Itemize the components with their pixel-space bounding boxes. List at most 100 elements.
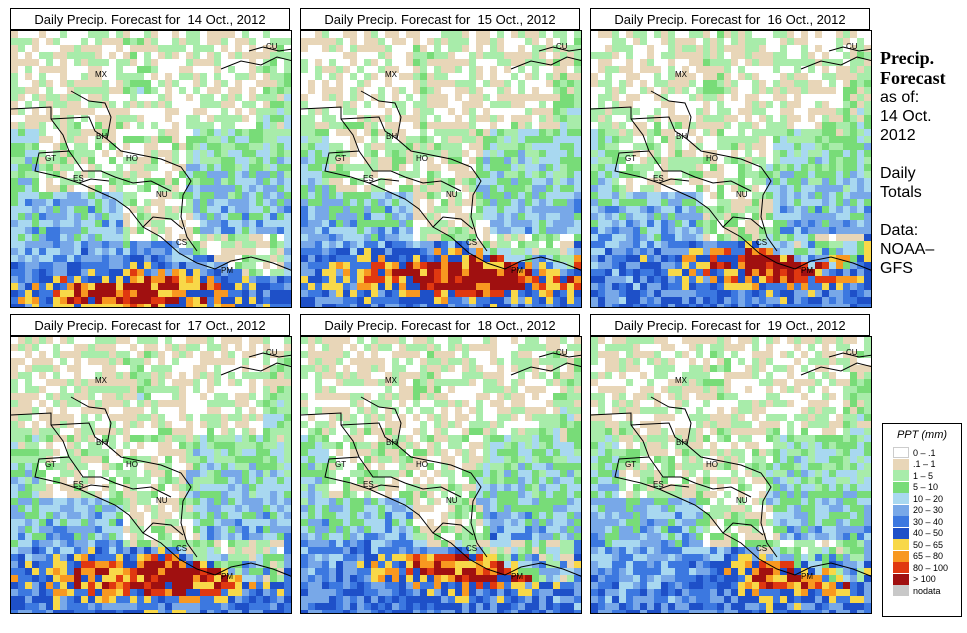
legend-swatch — [893, 562, 909, 574]
country-label: GT — [45, 154, 56, 163]
coastline-outline — [358, 456, 462, 498]
legend-swatch — [893, 527, 909, 539]
precip-map: MX BH GT HO ES NU CS PM CU — [590, 30, 872, 308]
precip-map: MX BH GT HO ES NU CS PM CU — [300, 336, 582, 614]
country-label: MX — [385, 376, 398, 385]
legend-item: 10 – 20 — [893, 493, 961, 505]
coastline-outline — [368, 178, 400, 184]
country-label: CU — [556, 348, 568, 357]
legend-item: .1 – 1 — [893, 458, 961, 471]
coastline-outline — [800, 56, 871, 70]
country-label: MX — [95, 70, 108, 79]
coastline-outline — [722, 522, 764, 536]
country-label: NU — [446, 190, 458, 199]
country-label: BH — [386, 132, 397, 141]
map-canvas: MX BH GT HO ES NU CS PM CU — [11, 31, 291, 307]
coastline-outline — [78, 178, 110, 184]
precip-grid — [11, 337, 291, 613]
country-label: NU — [736, 496, 748, 505]
country-label: PM — [511, 572, 523, 581]
coastline-outline — [650, 90, 778, 252]
coastline-outline — [630, 422, 688, 446]
country-label: NU — [156, 190, 168, 199]
legend-item: 5 – 10 — [893, 481, 961, 494]
coastline-outline — [658, 178, 690, 184]
legend-item: 30 – 40 — [893, 516, 961, 528]
country-label: HO — [706, 154, 718, 163]
legend-label: 10 – 20 — [913, 493, 944, 504]
legend-label: 1 – 5 — [913, 470, 934, 481]
legend-label: > 100 — [913, 574, 936, 585]
country-label: GT — [625, 460, 636, 469]
coastline-outline — [538, 352, 581, 358]
forecast-panel-4: Daily Precip. Forecast for 17 Oct., 2012… — [10, 314, 292, 614]
precip-grid — [591, 337, 871, 613]
country-label: CU — [846, 42, 858, 51]
country-label: PM — [801, 572, 813, 581]
country-label: ES — [363, 174, 374, 183]
side-caption: Precip. Forecast as of: 14 Oct. 2012 Dai… — [880, 48, 965, 278]
legend-swatch — [893, 539, 909, 551]
country-label: PM — [511, 266, 523, 275]
panel-title: Daily Precip. Forecast for 15 Oct., 2012 — [300, 8, 580, 30]
country-label: GT — [335, 460, 346, 469]
forecast-panel-5: Daily Precip. Forecast for 18 Oct., 2012… — [300, 314, 582, 614]
country-label: BH — [96, 132, 107, 141]
forecast-panel-2: Daily Precip. Forecast for 15 Oct., 2012… — [300, 8, 582, 308]
coastline-outline — [358, 150, 462, 192]
country-label: HO — [126, 154, 138, 163]
coastline-outline — [70, 396, 198, 558]
precip-grid — [11, 31, 291, 307]
coastline-outline — [722, 216, 764, 230]
precip-grid — [301, 31, 581, 307]
coastline-outline — [248, 46, 291, 52]
coastline-outline — [11, 412, 291, 577]
country-label: ES — [653, 174, 664, 183]
precip-grid — [301, 337, 581, 613]
caption-asof: as of: — [880, 89, 920, 106]
panel-title: Daily Precip. Forecast for 14 Oct., 2012 — [10, 8, 290, 30]
legend-label: 50 – 65 — [913, 539, 944, 550]
coastline-outline — [248, 352, 291, 358]
legend-item: 0 – .1 — [893, 447, 961, 459]
caption-data: Data: — [880, 222, 919, 239]
coastline-outline — [70, 90, 198, 252]
coastline-outline — [800, 362, 871, 376]
legend-item: 50 – 65 — [893, 539, 961, 551]
forecast-panel-1: Daily Precip. Forecast for 14 Oct., 2012… — [10, 8, 292, 308]
map-canvas: MX BH GT HO ES NU CS PM CU — [11, 337, 291, 613]
coastline-outline — [648, 456, 752, 498]
coastline-outline — [432, 216, 474, 230]
caption-source-2: GFS — [880, 260, 913, 277]
coastline-outline — [340, 116, 398, 140]
precip-grid — [591, 31, 871, 307]
precip-map: MX BH GT HO ES NU CS PM CU — [590, 336, 872, 614]
caption-source-1: NOAA– — [880, 241, 935, 258]
legend-label: 5 – 10 — [913, 482, 939, 493]
legend-swatch — [893, 585, 909, 597]
country-label: NU — [156, 496, 168, 505]
country-label: GT — [335, 154, 346, 163]
country-label: HO — [706, 460, 718, 469]
panel-title: Daily Precip. Forecast for 17 Oct., 2012 — [10, 314, 290, 336]
country-label: HO — [126, 460, 138, 469]
country-label: PM — [801, 266, 813, 275]
panel-title: Daily Precip. Forecast for 16 Oct., 2012 — [590, 8, 870, 30]
coastline-outline — [658, 484, 690, 490]
forecast-panel-6: Daily Precip. Forecast for 19 Oct., 2012… — [590, 314, 872, 614]
country-label: ES — [363, 480, 374, 489]
country-label: CS — [466, 238, 477, 247]
country-label: CS — [176, 238, 187, 247]
legend-swatch — [893, 516, 909, 528]
coastline-outline — [301, 412, 581, 577]
precip-map: MX BH GT HO ES NU CS PM CU — [10, 30, 292, 308]
caption-daily: Daily — [880, 165, 916, 182]
country-label: CS — [176, 544, 187, 553]
panel-title: Daily Precip. Forecast for 19 Oct., 2012 — [590, 314, 870, 336]
country-label: NU — [446, 496, 458, 505]
legend-label: 80 – 100 — [913, 562, 949, 573]
country-label: PM — [221, 266, 233, 275]
legend-swatch — [893, 447, 909, 459]
coastline-outline — [648, 150, 752, 192]
